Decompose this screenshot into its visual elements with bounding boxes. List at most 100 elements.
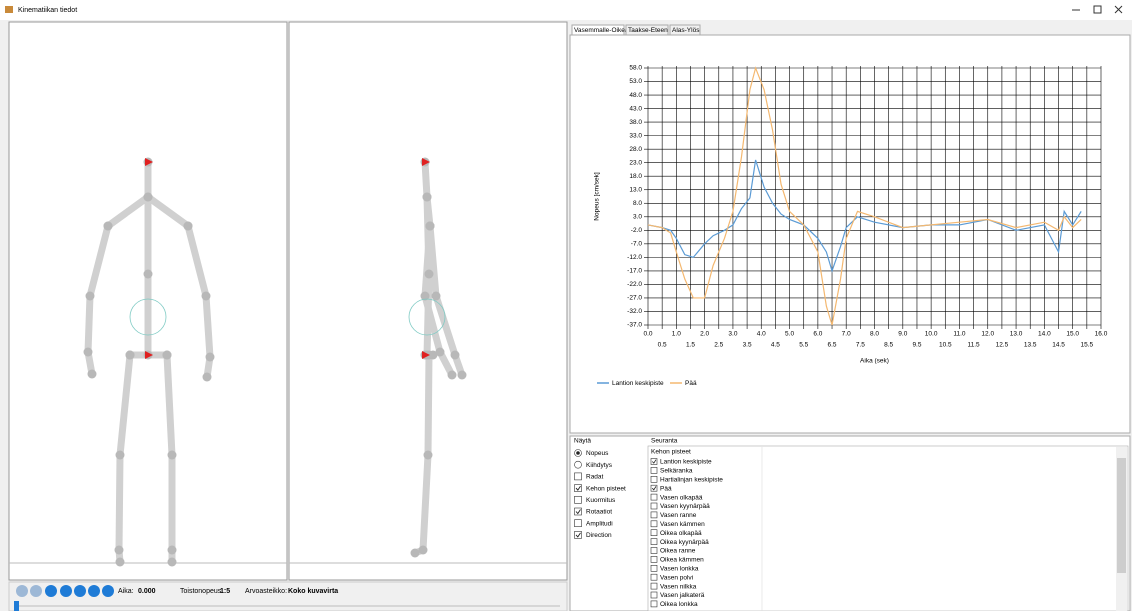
tab-label[interactable]: Alas-Ylös [672, 27, 700, 34]
scrollbar-thumb[interactable] [1117, 458, 1126, 573]
y-tick-label: 8.0 [633, 200, 642, 207]
x-tick-label: 10.5 [939, 342, 952, 349]
joint [168, 558, 177, 567]
tracking-label: Vasen polvi [660, 574, 693, 581]
tracking-label: Oikea kyynärpää [660, 539, 709, 546]
checkbox[interactable] [651, 494, 657, 500]
x-tick-label: 16.0 [1095, 331, 1108, 338]
joint [144, 270, 153, 279]
x-tick-label: 7.5 [856, 342, 865, 349]
checkbox[interactable] [651, 583, 657, 589]
joint [115, 546, 124, 555]
x-tick-label: 4.0 [757, 331, 766, 338]
joint [116, 558, 125, 567]
checkbox[interactable] [575, 496, 582, 503]
checkbox[interactable] [651, 548, 657, 554]
checkbox[interactable] [651, 530, 657, 536]
checkbox[interactable] [651, 521, 657, 527]
x-tick-label: 15.0 [1066, 331, 1079, 338]
checkbox[interactable] [651, 459, 657, 465]
x-tick-label: 1.5 [686, 342, 695, 349]
playback-button[interactable] [16, 585, 28, 597]
tracking-title: Seuranta [651, 438, 678, 445]
group-label: Kehon pisteet [651, 449, 691, 456]
joint [88, 370, 97, 379]
playback-button[interactable] [88, 585, 100, 597]
tracking-label: Vasen nilkka [660, 583, 697, 590]
tracking-label: Oikea ranne [660, 548, 696, 555]
checkbox[interactable] [651, 485, 657, 491]
y-tick-label: 33.0 [629, 132, 642, 139]
x-tick-label: 13.5 [1024, 342, 1037, 349]
joint [423, 193, 432, 202]
tracking-label: Hartialinjan keskipiste [660, 477, 723, 484]
playback-button[interactable] [74, 585, 86, 597]
y-tick-label: -22.0 [627, 281, 642, 288]
speed-value[interactable]: 1:5 [220, 588, 230, 595]
checkbox[interactable] [651, 512, 657, 518]
joint [419, 546, 428, 555]
checkbox[interactable] [651, 574, 657, 580]
window: Kinematiikan tiedot Aika: 0.000 Toistono… [0, 0, 1132, 611]
app-icon [5, 6, 13, 13]
y-tick-label: -32.0 [627, 308, 642, 315]
scale-value[interactable]: Koko kuvavirta [288, 588, 338, 595]
playback-button[interactable] [60, 585, 72, 597]
checkbox[interactable] [575, 473, 582, 480]
checkbox[interactable] [575, 520, 582, 527]
scale-label: Arvoasteikko: [245, 588, 287, 595]
option-label: Amplitudi [586, 520, 613, 527]
joint [84, 348, 93, 357]
tabs: Vasemmalle-OikealleTaakse-EteenAlas-Ylös [572, 25, 700, 35]
x-tick-label: 8.5 [884, 342, 893, 349]
radio-button[interactable] [575, 461, 582, 468]
checkbox[interactable] [651, 592, 657, 598]
y-tick-label: -17.0 [627, 268, 642, 275]
option-label: Direction [586, 532, 612, 539]
legend-label: Lantion keskipiste [612, 380, 664, 387]
joint [448, 371, 457, 380]
option-label: Kiihdytys [586, 462, 613, 469]
playback-button[interactable] [102, 585, 114, 597]
tracking-label: Vasen kämmen [660, 521, 705, 528]
tracking-label: Lantion keskipiste [660, 459, 712, 466]
checkbox[interactable] [651, 476, 657, 482]
y-tick-label: 18.0 [629, 173, 642, 180]
radio-dot [576, 451, 580, 455]
y-tick-label: -37.0 [627, 322, 642, 329]
joint [432, 292, 441, 301]
x-tick-label: 0.5 [658, 342, 667, 349]
playback-button[interactable] [30, 585, 42, 597]
tracking: SeurantaKehon pisteetLantion keskipisteS… [648, 438, 1128, 611]
checkbox[interactable] [651, 467, 657, 473]
x-tick-label: 9.5 [912, 342, 921, 349]
x-tick-label: 12.0 [981, 331, 994, 338]
joint [203, 373, 212, 382]
legend-label: Pää [685, 380, 697, 387]
joint [458, 371, 467, 380]
title-bar [0, 0, 1132, 20]
checkbox[interactable] [651, 503, 657, 509]
joint [163, 351, 172, 360]
joint [86, 292, 95, 301]
playback-button[interactable] [45, 585, 57, 597]
tab-label[interactable]: Taakse-Eteen [628, 27, 668, 34]
checkbox[interactable] [651, 601, 657, 607]
checkbox[interactable] [651, 565, 657, 571]
x-tick-label: 12.5 [996, 342, 1009, 349]
joint [411, 549, 420, 558]
page: Kinematiikan tiedot Aika: 0.000 Toistono… [0, 0, 1132, 611]
x-tick-label: 11.0 [953, 331, 966, 338]
y-tick-label: -7.0 [631, 241, 643, 248]
joint [184, 222, 193, 231]
x-tick-label: 14.5 [1052, 342, 1065, 349]
option-label: Radat [586, 474, 604, 481]
timeline-thumb[interactable] [14, 601, 19, 611]
joint [426, 222, 435, 231]
x-tick-label: 15.5 [1081, 342, 1094, 349]
checkbox[interactable] [651, 539, 657, 545]
checkbox[interactable] [651, 556, 657, 562]
x-tick-label: 5.5 [799, 342, 808, 349]
y-tick-label: 3.0 [633, 214, 642, 221]
joint [126, 351, 135, 360]
